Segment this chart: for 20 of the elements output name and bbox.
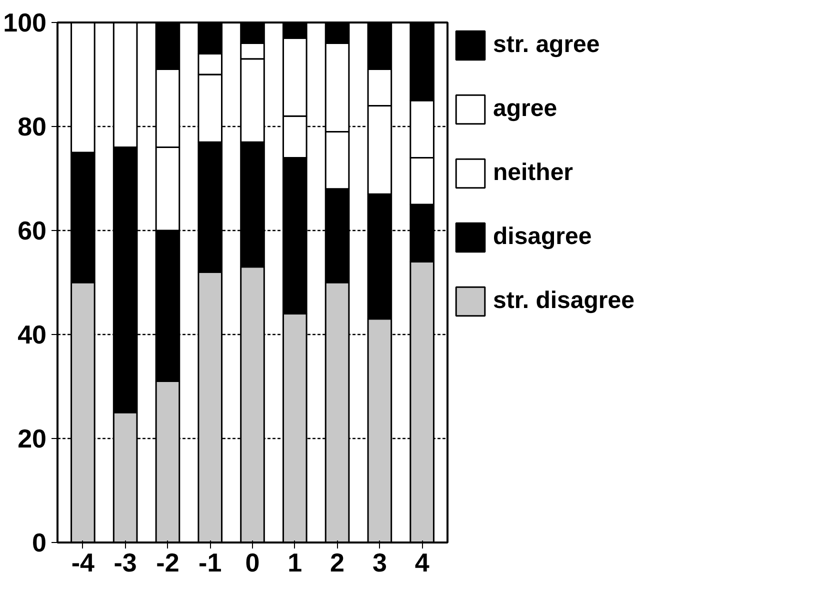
y-tick-label: 80 [18,112,46,142]
y-tick-label: 0 [32,528,47,558]
x-tick-label: -4 [71,548,96,578]
x-tick-label: -3 [114,548,137,578]
legend-label: disagree [493,223,592,251]
x-tick-label: -1 [198,548,222,578]
y-tick-label: 40 [18,320,46,350]
y-tick-label: 20 [18,424,46,454]
x-tick-label: 2 [330,548,345,578]
x-tick-label: 0 [245,548,260,578]
legend-label: str. disagree [493,287,634,315]
y-tick-label: 60 [18,216,46,246]
x-tick-label: 4 [414,548,430,578]
x-tick-label: 1 [288,548,302,578]
legend-label: neither [493,159,574,187]
x-tick-label: 3 [372,548,387,578]
legend-label: str. agree [493,31,600,59]
legend-label: agree [493,95,558,123]
x-tick-label: -2 [156,548,180,578]
y-tick-label: 100 [3,8,47,38]
